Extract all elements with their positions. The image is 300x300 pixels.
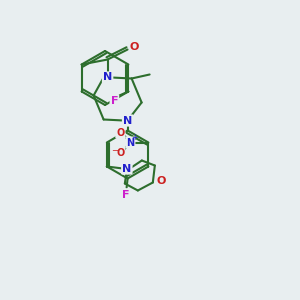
Text: −: − xyxy=(111,146,118,155)
Text: O: O xyxy=(116,128,124,137)
Text: O: O xyxy=(130,41,139,52)
Text: N: N xyxy=(122,164,131,173)
Text: N: N xyxy=(123,116,132,125)
Text: N: N xyxy=(126,137,134,148)
Text: O: O xyxy=(156,176,166,187)
Text: +: + xyxy=(131,133,138,142)
Text: F: F xyxy=(122,190,129,200)
Text: O: O xyxy=(116,148,124,158)
Text: F: F xyxy=(111,95,118,106)
Text: N: N xyxy=(103,73,112,82)
